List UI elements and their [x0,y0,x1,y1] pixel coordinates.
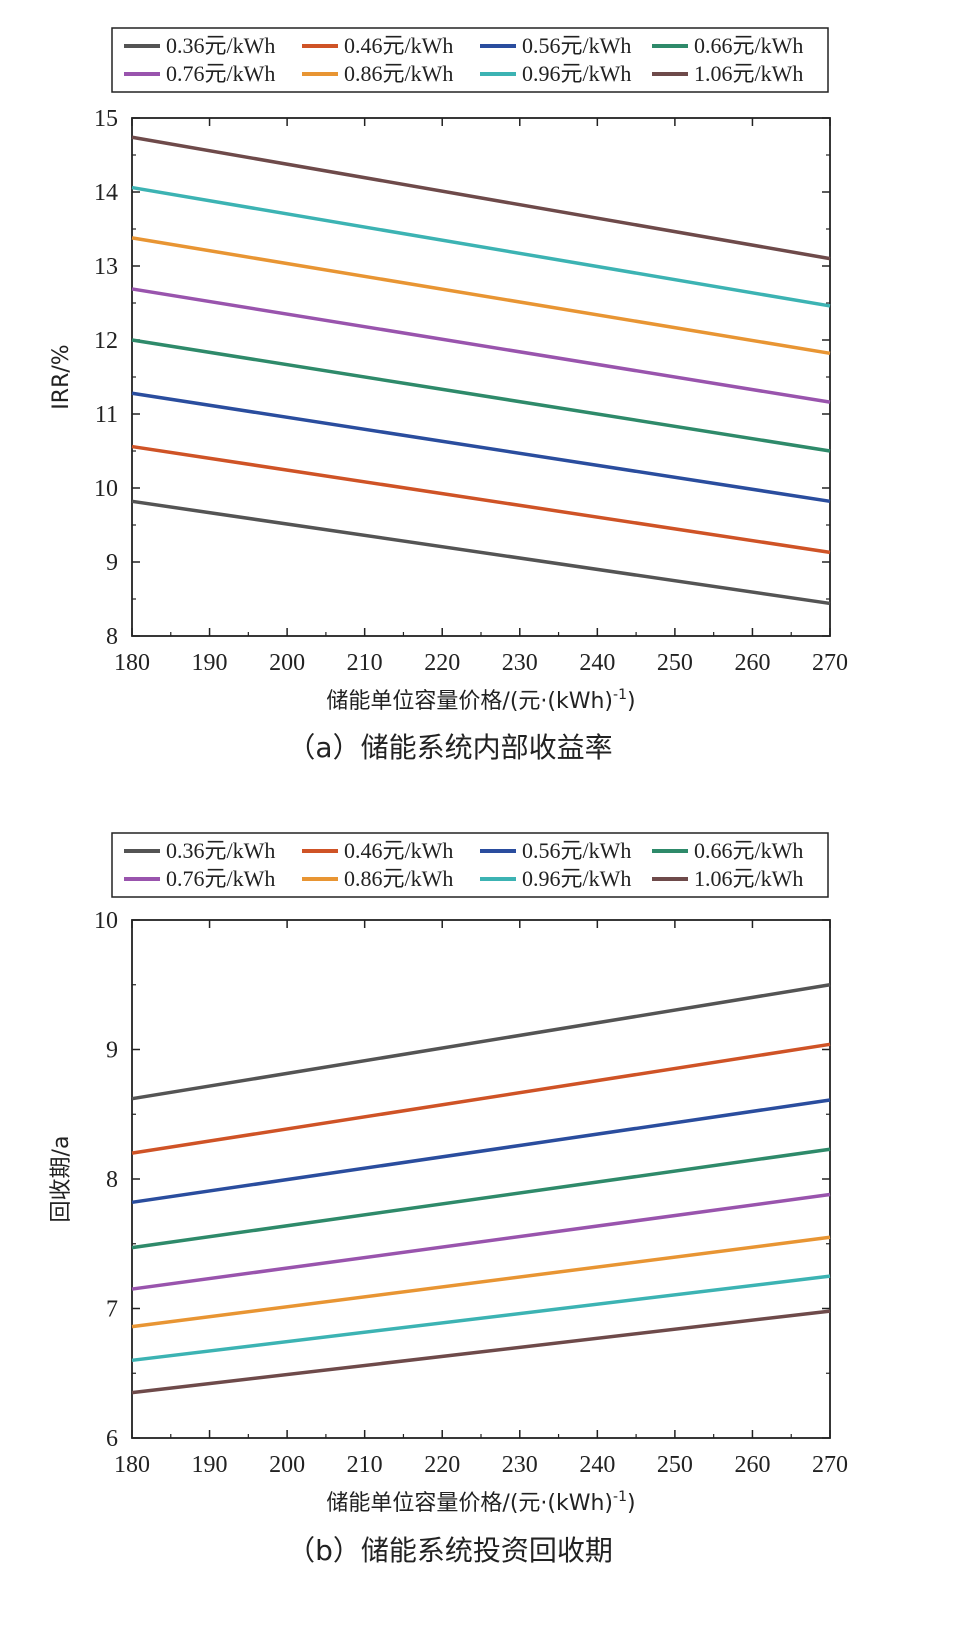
legend-label: 1.06元/kWh [694,866,803,891]
series-line [131,1274,831,1363]
x-axis-title-close: ) [627,689,636,714]
legend-label: 1.06元/kWh [694,61,803,86]
series-line [131,1147,831,1250]
x-axis-title-main: 储能单位容量价格/(元·(kWh) [326,689,613,714]
legend-label: 0.56元/kWh [522,33,631,58]
x-tick-label: 240 [579,650,615,676]
x-tick-label: 250 [657,1452,693,1478]
x-axis-title: 储能单位容量价格/(元·(kWh)-1) [326,1489,635,1516]
legend-label: 0.76元/kWh [166,61,275,86]
panel-caption: （a）储能系统内部收益率 [287,731,612,764]
series-line [131,1309,831,1395]
x-tick-label: 230 [502,1452,538,1478]
legend-label: 0.86元/kWh [344,866,453,891]
x-tick-label: 190 [192,650,228,676]
x-axis-title-close: ) [627,1491,636,1516]
y-tick-label: 8 [106,624,118,650]
x-axis-title: 储能单位容量价格/(元·(kWh)-1) [326,687,635,714]
x-tick-label: 240 [579,1452,615,1478]
legend-label: 0.96元/kWh [522,866,631,891]
y-tick-label: 9 [106,1038,118,1064]
x-tick-label: 260 [734,1452,770,1478]
legend-label: 0.66元/kWh [694,838,803,863]
legend-box [111,832,829,898]
y-tick-label: 12 [94,328,118,354]
series-line [131,391,831,504]
x-axis-title-sup: -1 [613,1489,627,1505]
x-tick-label: 220 [424,650,460,676]
x-tick-label: 180 [114,650,150,676]
series-line [131,287,831,404]
legend-label: 0.76元/kWh [166,866,275,891]
y-tick-label: 11 [95,402,118,428]
chart-panel-b: 0.36元/kWh 0.46元/kWh 0.56元/kWh 0.66元/kWh 0.76… [49,832,848,1567]
series-line [131,236,831,356]
legend-label: 0.96元/kWh [522,61,631,86]
series-line [131,135,831,261]
series-line [131,444,831,555]
series-line [131,983,831,1101]
x-axis-title-main: 储能单位容量价格/(元·(kWh) [326,1491,613,1516]
y-tick-label: 7 [106,1297,118,1323]
x-tick-label: 220 [424,1452,460,1478]
y-tick-label: 9 [106,550,118,576]
legend-label: 0.36元/kWh [166,838,275,863]
series-line [131,1098,831,1205]
x-tick-label: 200 [269,650,305,676]
x-tick-label: 200 [269,1452,305,1478]
legend-label: 0.36元/kWh [166,33,275,58]
series-line [131,185,831,308]
series-line [131,499,831,606]
plot-frame [131,919,831,1439]
legend-label: 0.86元/kWh [344,61,453,86]
x-tick-label: 260 [734,650,770,676]
x-tick-label: 190 [192,1452,228,1478]
x-tick-label: 180 [114,1452,150,1478]
x-tick-label: 270 [812,650,848,676]
y-tick-label: 14 [94,180,118,206]
y-tick-label: 15 [94,106,118,132]
y-tick-label: 10 [94,908,118,934]
x-tick-label: 270 [812,1452,848,1478]
series-line [131,1235,831,1329]
x-axis-title-sup: -1 [613,687,627,703]
y-axis-title: IRR/% [49,344,74,409]
x-tick-label: 210 [347,650,383,676]
y-tick-label: 6 [106,1426,118,1452]
x-tick-label: 250 [657,650,693,676]
legend-label: 0.66元/kWh [694,33,803,58]
y-tick-label: 13 [94,254,118,280]
y-axis-title: 回收期/a [49,1136,74,1223]
plot-frame [131,117,831,637]
chart-panel-a: 0.36元/kWh 0.46元/kWh 0.56元/kWh 0.66元/kWh 0.76… [49,27,848,764]
series-line [131,1192,831,1291]
x-tick-label: 230 [502,650,538,676]
legend-box [111,27,829,93]
legend-label: 0.46元/kWh [344,33,453,58]
series-line [131,1042,831,1155]
legend-label: 0.56元/kWh [522,838,631,863]
panel-caption: （b）储能系统投资回收期 [287,1534,613,1567]
series-line [131,338,831,453]
legend-label: 0.46元/kWh [344,838,453,863]
y-tick-label: 10 [94,476,118,502]
x-tick-label: 210 [347,1452,383,1478]
y-tick-label: 8 [106,1167,118,1193]
